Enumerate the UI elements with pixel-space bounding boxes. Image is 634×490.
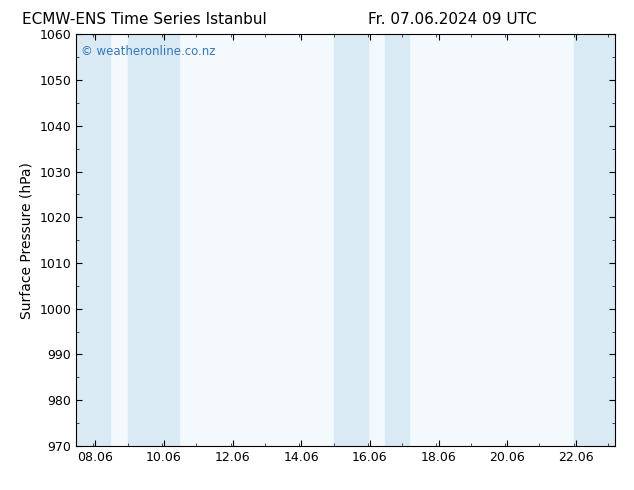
Bar bbox=[385, 34, 409, 446]
Bar bbox=[333, 34, 368, 446]
Bar bbox=[574, 34, 615, 446]
Text: Fr. 07.06.2024 09 UTC: Fr. 07.06.2024 09 UTC bbox=[368, 12, 536, 27]
Text: ECMW-ENS Time Series Istanbul: ECMW-ENS Time Series Istanbul bbox=[22, 12, 266, 27]
Bar bbox=[76, 34, 110, 446]
Y-axis label: Surface Pressure (hPa): Surface Pressure (hPa) bbox=[20, 162, 34, 318]
Text: © weatheronline.co.nz: © weatheronline.co.nz bbox=[81, 45, 216, 58]
Bar bbox=[127, 34, 179, 446]
